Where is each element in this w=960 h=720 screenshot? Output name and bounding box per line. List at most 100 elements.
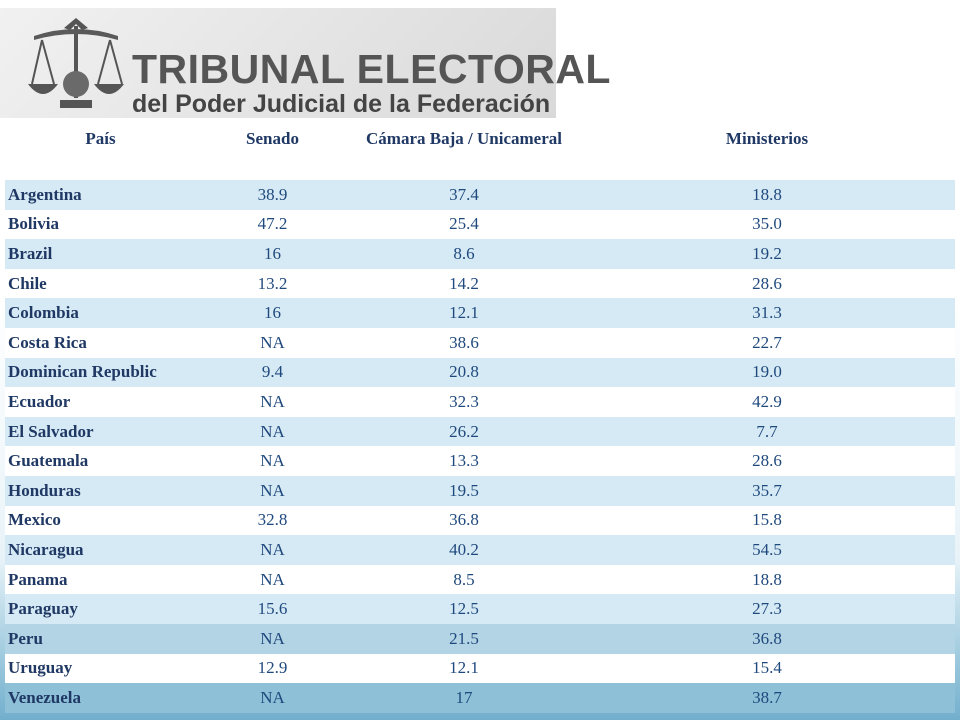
country-cell: Mexico	[5, 505, 196, 536]
column-header-ministerios: Ministerios	[579, 118, 955, 180]
table-row: El Salvador NA 26.2 7.7	[5, 416, 955, 447]
senado-cell: 12.9	[196, 653, 349, 684]
senado-cell: NA	[196, 535, 349, 565]
country-cell: El Salvador	[5, 416, 196, 447]
table-row: Guatemala NA 13.3 28.6	[5, 446, 955, 476]
camara-cell: 8.6	[349, 239, 579, 269]
header: TRIBUNAL ELECTORAL del Poder Judicial de…	[0, 0, 960, 120]
country-cell: Honduras	[5, 475, 196, 506]
camara-cell: 21.5	[349, 623, 579, 654]
ministerios-cell: 35.7	[579, 475, 955, 506]
table-row: Venezuela NA 17 38.7	[5, 683, 955, 713]
ministerios-cell: 31.3	[579, 298, 955, 328]
country-cell: Chile	[5, 268, 196, 299]
country-cell: Paraguay	[5, 594, 196, 624]
column-header-pais: País	[5, 118, 196, 180]
ministerios-cell: 15.4	[579, 653, 955, 684]
table-row: Paraguay 15.6 12.5 27.3	[5, 594, 955, 624]
table-row: Mexico 32.8 36.8 15.8	[5, 505, 955, 536]
ministerios-cell: 54.5	[579, 535, 955, 565]
logo-subtitle: del Poder Judicial de la Federación	[132, 90, 551, 118]
ministerios-cell: 27.3	[579, 594, 955, 624]
table-row: Costa Rica NA 38.6 22.7	[5, 327, 955, 358]
senado-cell: 47.2	[196, 209, 349, 240]
camara-cell: 36.8	[349, 505, 579, 536]
country-cell: Venezuela	[5, 683, 196, 713]
ministerios-cell: 7.7	[579, 416, 955, 447]
table-row: Argentina 38.9 37.4 18.8	[5, 180, 955, 210]
country-cell: Uruguay	[5, 653, 196, 684]
senado-cell: 16	[196, 239, 349, 269]
camara-cell: 37.4	[349, 180, 579, 210]
ministerios-cell: 22.7	[579, 327, 955, 358]
senado-cell: NA	[196, 446, 349, 476]
senado-cell: NA	[196, 327, 349, 358]
senado-cell: 15.6	[196, 594, 349, 624]
country-cell: Panama	[5, 564, 196, 595]
camara-cell: 8.5	[349, 564, 579, 595]
senado-cell: NA	[196, 623, 349, 654]
country-cell: Argentina	[5, 180, 196, 210]
senado-cell: 32.8	[196, 505, 349, 536]
table-row: Bolivia 47.2 25.4 35.0	[5, 209, 955, 240]
table-row: Panama NA 8.5 18.8	[5, 564, 955, 595]
ministerios-cell: 28.6	[579, 268, 955, 299]
ministerios-cell: 19.0	[579, 357, 955, 388]
column-header-camara: Cámara Baja / Unicameral	[349, 118, 579, 180]
table-row: Nicaragua NA 40.2 54.5	[5, 535, 955, 565]
ministerios-cell: 35.0	[579, 209, 955, 240]
country-cell: Dominican Republic	[5, 357, 196, 388]
camara-cell: 12.1	[349, 298, 579, 328]
camara-cell: 40.2	[349, 535, 579, 565]
ministerios-cell: 42.9	[579, 387, 955, 417]
country-cell: Nicaragua	[5, 535, 196, 565]
senado-cell: NA	[196, 683, 349, 713]
camara-cell: 20.8	[349, 357, 579, 388]
ministerios-cell: 28.6	[579, 446, 955, 476]
country-cell: Colombia	[5, 298, 196, 328]
country-cell: Ecuador	[5, 387, 196, 417]
ministerios-cell: 38.7	[579, 683, 955, 713]
camara-cell: 13.3	[349, 446, 579, 476]
table-row: Brazil 16 8.6 19.2	[5, 239, 955, 269]
tribunal-logo: TRIBUNAL ELECTORAL del Poder Judicial de…	[0, 8, 610, 118]
camara-cell: 14.2	[349, 268, 579, 299]
ministerios-cell: 18.8	[579, 564, 955, 595]
camara-cell: 32.3	[349, 387, 579, 417]
table-row: Ecuador NA 32.3 42.9	[5, 387, 955, 417]
country-cell: Guatemala	[5, 446, 196, 476]
senado-cell: 13.2	[196, 268, 349, 299]
camara-cell: 12.5	[349, 594, 579, 624]
senado-cell: NA	[196, 387, 349, 417]
senado-cell: NA	[196, 416, 349, 447]
camara-cell: 25.4	[349, 209, 579, 240]
country-cell: Peru	[5, 623, 196, 654]
senado-cell: NA	[196, 564, 349, 595]
table-body: Argentina 38.9 37.4 18.8 Bolivia 47.2 25.4 35.0…	[5, 180, 955, 713]
senado-cell: 16	[196, 298, 349, 328]
logo-title: TRIBUNAL ELECTORAL	[132, 46, 611, 92]
country-cell: Brazil	[5, 239, 196, 269]
country-cell: Bolivia	[5, 209, 196, 240]
country-cell: Costa Rica	[5, 327, 196, 358]
camara-cell: 38.6	[349, 327, 579, 358]
table-row: Dominican Republic 9.4 20.8 19.0	[5, 357, 955, 388]
scales-seal-icon	[28, 18, 124, 108]
camara-cell: 19.5	[349, 475, 579, 506]
table-row: Honduras NA 19.5 35.7	[5, 475, 955, 506]
ministerios-cell: 15.8	[579, 505, 955, 536]
table-row: Chile 13.2 14.2 28.6	[5, 268, 955, 299]
senado-cell: NA	[196, 475, 349, 506]
ministerios-cell: 18.8	[579, 180, 955, 210]
camara-cell: 17	[349, 683, 579, 713]
table-header-row: País Senado Cámara Baja / Unicameral Min…	[5, 118, 955, 180]
table-row: Peru NA 21.5 36.8	[5, 623, 955, 654]
women-representation-table: País Senado Cámara Baja / Unicameral Min…	[5, 118, 955, 713]
senado-cell: 38.9	[196, 180, 349, 210]
table-row: Colombia 16 12.1 31.3	[5, 298, 955, 328]
ministerios-cell: 19.2	[579, 239, 955, 269]
column-header-senado: Senado	[196, 118, 349, 180]
ministerios-cell: 36.8	[579, 623, 955, 654]
senado-cell: 9.4	[196, 357, 349, 388]
table-row: Uruguay 12.9 12.1 15.4	[5, 653, 955, 684]
